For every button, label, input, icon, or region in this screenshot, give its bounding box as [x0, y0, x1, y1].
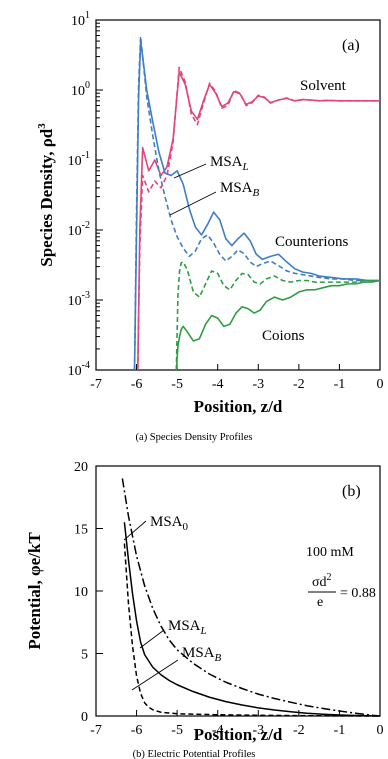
panel-b-y-tick-label: 0: [81, 710, 88, 725]
series-potential-msa-l: [123, 522, 381, 717]
panel-b-y-tick-label: 20: [74, 460, 88, 475]
panel-a-y-tick-base: 10: [68, 364, 82, 379]
panel-b-x-tick-label: -7: [90, 723, 102, 738]
panel-b-label: (b): [342, 483, 361, 500]
panel-a-label: (a): [342, 37, 360, 54]
annotation-msa-b-b: MSAB: [182, 645, 222, 664]
panel-b-caption: (b) Electric Potential Profiles: [133, 749, 256, 759]
annotation-msa-l-sub: L: [242, 161, 249, 173]
panel-a-y-tick-label: 101: [71, 10, 90, 29]
fraction-numerator-main: σd: [312, 575, 327, 590]
panel-a-y-tick-label: 10-3: [68, 290, 90, 309]
panel-b-x-tick-label: -5: [171, 723, 183, 738]
panel-a-xlabel: Position, z/d: [194, 397, 283, 416]
annotation-msa-b: MSAB: [220, 180, 260, 199]
series-solvent-msa-b: [136, 66, 380, 371]
panel-a-y-tick-base: 10: [71, 84, 85, 99]
panel-a-y-tick-base: 10: [68, 154, 82, 169]
panel-b-x-tick-label: -3: [252, 723, 264, 738]
panel-a-series: [133, 35, 381, 371]
annotation-msa-l-b-main: MSA: [168, 618, 201, 634]
panel-a-x-tick-label: 0: [377, 377, 384, 392]
series-solvent-msa-l: [136, 71, 380, 371]
leader-msa-0: [123, 520, 147, 541]
panel-a-x-tick-label: -5: [171, 377, 183, 392]
panel-b-frame: [95, 465, 381, 717]
annotation-charge-density: σd2 e = 0.88: [308, 572, 376, 610]
fraction-value: = 0.88: [340, 586, 376, 601]
panel-a-x-tick-label: -4: [212, 377, 224, 392]
panel-a-y-tick-base: 10: [71, 14, 85, 29]
panel-b-x-tick-label: 0: [377, 723, 384, 738]
panel-b-series: [121, 478, 381, 717]
panel-a-x-tick-label: -6: [131, 377, 143, 392]
fraction-numerator: σd2: [312, 572, 332, 590]
panel-a-x-ticks: -7 -6 -5 -4 -3 -2 -1 0: [90, 364, 384, 392]
panel-a-y-tick-exp: -3: [82, 290, 90, 301]
panel-a-y-tick-base: 10: [68, 294, 82, 309]
leader-msa-b: [169, 191, 217, 216]
annotation-coions: Coions: [262, 328, 305, 344]
panel-a-y-tick-exp: -2: [82, 220, 90, 231]
panel-a-ylabel-sup: 3: [36, 123, 48, 129]
annotation-concentration: 100 mM: [306, 545, 354, 560]
panel-b-y-tick-label: 5: [81, 648, 88, 663]
annotation-msa-0-sub: 0: [183, 521, 189, 533]
annotation-msa-0: MSA0: [150, 514, 189, 533]
panel-b-y-tick-label: 15: [74, 523, 88, 538]
annotation-msa-0-main: MSA: [150, 514, 183, 530]
panel-b-xlabel: Position, z/d: [194, 725, 283, 744]
leader-msa-l: [173, 163, 207, 179]
annotation-msa-b-b-main: MSA: [182, 645, 215, 661]
annotation-msa-b-main: MSA: [220, 180, 253, 196]
panel-a-y-tick-exp: -1: [82, 150, 90, 161]
annotation-msa-l-b: MSAL: [168, 618, 207, 637]
panel-a-y-tick-label: 10-4: [68, 360, 90, 379]
panel-a-y-tick-exp: -4: [82, 360, 90, 371]
annotation-msa-l-b-sub: L: [200, 625, 207, 637]
series-potential-msa-0: [121, 478, 381, 717]
panel-b-x-tick-label: -2: [293, 723, 305, 738]
panel-b-ylabel: Potential, φe/kT: [25, 532, 44, 650]
panel-b-x-tick-label: -1: [334, 723, 346, 738]
leader-msa-b-b: [131, 659, 179, 691]
panel-a-ylabel-main: Species Density, ρd: [37, 128, 56, 267]
panel-a-x-tick-label: -2: [293, 377, 305, 392]
annotation-msa-b-sub: B: [253, 187, 260, 199]
panel-b-y-tick-label: 10: [74, 585, 88, 600]
annotation-solvent: Solvent: [300, 78, 347, 94]
annotation-counterions: Counterions: [275, 234, 348, 250]
panel-a-caption: (a) Species Density Profiles: [136, 432, 253, 443]
panel-a-y-tick-exp: 0: [85, 80, 90, 91]
panel-b-x-tick-label: -4: [212, 723, 224, 738]
series-coions-msa-l: [175, 279, 381, 371]
panel-a-frame: [95, 19, 381, 371]
panel-b-x-tick-label: -6: [131, 723, 143, 738]
series-potential-msa-b: [123, 543, 381, 717]
panel-a-y-tick-label: 10-1: [68, 150, 90, 169]
panel-a-y-tick-exp: 1: [85, 10, 90, 21]
series-counterions-msa-l: [133, 40, 380, 371]
panel-a-x-tick-label: -7: [90, 377, 102, 392]
series-counterions-msa-b: [133, 35, 380, 371]
panel-a-y-tick-base: 10: [68, 224, 82, 239]
annotation-msa-b-b-sub: B: [215, 652, 222, 664]
panel-a-x-tick-label: -3: [252, 377, 264, 392]
annotation-msa-l-main: MSA: [210, 154, 243, 170]
panel-a-y-tick-label: 100: [71, 80, 90, 99]
series-coions-msa-b: [175, 261, 380, 371]
panel-a-x-tick-label: -1: [334, 377, 346, 392]
fraction-numerator-sup: 2: [327, 572, 332, 583]
fraction-denominator: e: [317, 595, 323, 610]
annotation-msa-l: MSAL: [210, 154, 249, 173]
panel-a-y-tick-label: 10-2: [68, 220, 90, 239]
leader-msa-l-b: [139, 629, 165, 649]
panel-b-y-ticks: 0 5 10 15 20: [74, 460, 103, 725]
panel-a-ylabel: Species Density, ρd3: [36, 123, 56, 267]
